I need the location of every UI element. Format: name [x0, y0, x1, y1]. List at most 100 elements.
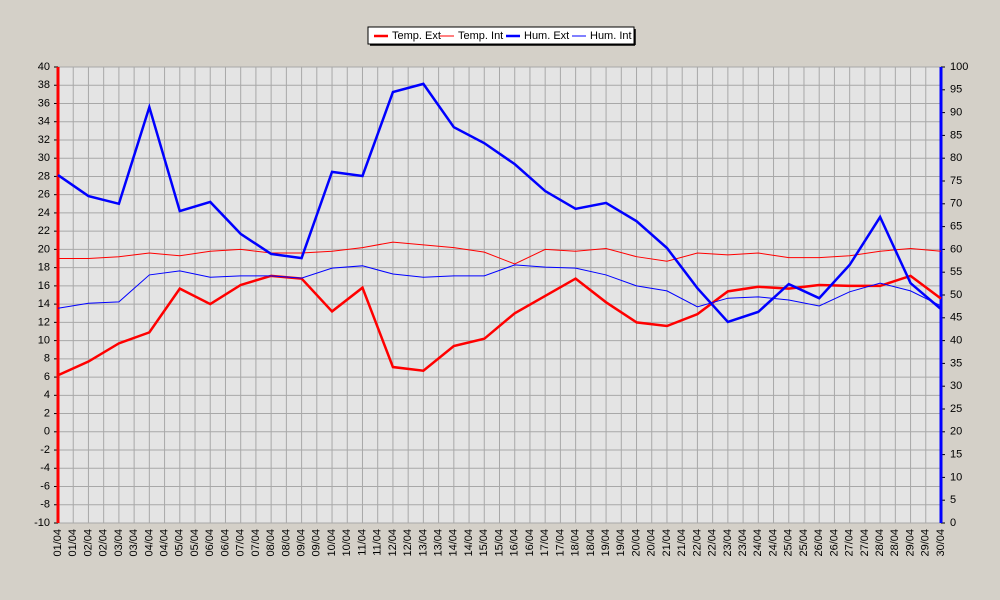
y-tick-label: 0	[44, 426, 50, 438]
y2-tick-label: 25	[950, 403, 962, 415]
legend-label: Temp. Ext	[392, 30, 441, 42]
x-tick-label: 02/04	[98, 529, 110, 557]
y2-tick-label: 45	[950, 312, 962, 324]
x-tick-label: 08/04	[265, 529, 277, 557]
y2-tick-label: 55	[950, 266, 962, 278]
y2-tick-label: 0	[950, 517, 956, 529]
x-tick-label: 26/04	[828, 529, 840, 557]
legend-label: Hum. Int	[590, 30, 632, 42]
x-tick-label: 03/04	[128, 529, 140, 557]
x-tick-label: 11/04	[372, 529, 384, 556]
y2-tick-label: 20	[950, 426, 962, 438]
legend-box	[367, 26, 635, 45]
y2-tick-label: 100	[950, 61, 968, 73]
x-tick-label: 06/04	[219, 529, 231, 557]
y-tick-label: 8	[44, 353, 50, 365]
x-tick-label: 10/04	[341, 529, 353, 557]
x-tick-label: 13/04	[433, 529, 445, 557]
y-tick-label: 10	[38, 335, 50, 347]
x-tick-label: 13/04	[417, 529, 429, 557]
x-tick-label: 28/04	[874, 529, 886, 557]
x-tick-label: 17/04	[539, 529, 551, 557]
y-tick-label: -2	[40, 444, 50, 456]
y-tick-label: 18	[38, 262, 50, 274]
y-tick-label: 16	[38, 280, 50, 292]
x-tick-label: 25/04	[798, 529, 810, 557]
x-tick-label: 04/04	[158, 529, 170, 557]
x-tick-label: 20/04	[630, 529, 642, 557]
x-tick-label: 22/04	[691, 529, 703, 557]
y-tick-label: 38	[38, 79, 50, 91]
x-tick-label: 10/04	[326, 529, 338, 557]
x-tick-label: 01/04	[52, 529, 64, 557]
x-tick-label: 09/04	[295, 529, 307, 557]
x-tick-label: 04/04	[143, 529, 155, 557]
x-tick-label: 08/04	[280, 529, 292, 557]
x-tick-label: 26/04	[813, 529, 825, 557]
x-tick-label: 07/04	[250, 529, 262, 557]
y-tick-label: 4	[44, 389, 50, 401]
x-tick-label: 14/04	[448, 529, 460, 557]
y-tick-label: -6	[40, 480, 50, 492]
x-tick-label: 24/04	[767, 529, 779, 557]
legend-label: Temp. Int	[458, 30, 503, 42]
y-tick-label: -8	[40, 499, 50, 511]
y-tick-label: 12	[38, 316, 50, 328]
x-tick-label: 06/04	[204, 529, 216, 557]
y2-tick-label: 75	[950, 175, 962, 187]
x-tick-label: 12/04	[387, 529, 399, 557]
y-tick-label: 34	[38, 116, 50, 128]
x-tick-label: 11/04	[356, 529, 368, 556]
y2-tick-label: 10	[950, 471, 962, 483]
x-tick-label: 27/04	[844, 529, 856, 557]
x-tick-label: 20/04	[646, 529, 658, 557]
y-tick-label: 28	[38, 170, 50, 182]
x-tick-label: 07/04	[235, 529, 247, 557]
x-tick-label: 30/04	[935, 529, 947, 557]
x-tick-label: 15/04	[493, 529, 505, 557]
x-tick-label: 21/04	[661, 529, 673, 557]
x-tick-label: 21/04	[676, 529, 688, 557]
y2-tick-label: 60	[950, 243, 962, 255]
x-tick-label: 23/04	[737, 529, 749, 557]
y-tick-label: 30	[38, 152, 50, 164]
series-line	[57, 264, 942, 309]
x-tick-label: 19/04	[600, 529, 612, 557]
x-tick-label: 28/04	[889, 529, 901, 557]
x-tick-label: 15/04	[478, 529, 490, 557]
y2-tick-label: 40	[950, 335, 962, 347]
x-tick-label: 02/04	[82, 529, 94, 557]
x-tick-label: 01/04	[67, 529, 79, 557]
y2-tick-label: 95	[950, 84, 962, 96]
y2-tick-label: 50	[950, 289, 962, 301]
y-tick-label: 32	[38, 134, 50, 146]
x-tick-label: 16/04	[509, 529, 521, 557]
y-tick-label: 26	[38, 189, 50, 201]
y2-tick-label: 90	[950, 107, 962, 119]
series-line	[57, 82, 942, 324]
x-tick-label: 29/04	[920, 529, 932, 557]
y2-tick-label: 5	[950, 494, 956, 506]
y2-tick-label: 65	[950, 221, 962, 233]
y-tick-label: 6	[44, 371, 50, 383]
x-tick-label: 22/04	[707, 529, 719, 557]
x-tick-label: 16/04	[524, 529, 536, 557]
y-tick-label: 14	[38, 298, 50, 310]
x-tick-label: 29/04	[904, 529, 916, 557]
y-tick-label: 24	[38, 207, 50, 219]
y-tick-label: -4	[40, 462, 50, 474]
y2-tick-label: 85	[950, 129, 962, 141]
x-tick-label: 23/04	[722, 529, 734, 557]
y2-tick-label: 70	[950, 198, 962, 210]
legend-label: Hum. Ext	[524, 30, 569, 42]
y-tick-label: 22	[38, 225, 50, 237]
x-tick-label: 03/04	[113, 529, 125, 557]
x-tick-label: 18/04	[585, 529, 597, 557]
x-tick-label: 25/04	[783, 529, 795, 557]
x-tick-label: 05/04	[189, 529, 201, 557]
y-tick-label: -10	[34, 517, 50, 529]
y2-tick-label: 15	[950, 449, 962, 461]
series-line	[58, 241, 942, 265]
x-tick-label: 12/04	[402, 529, 414, 557]
